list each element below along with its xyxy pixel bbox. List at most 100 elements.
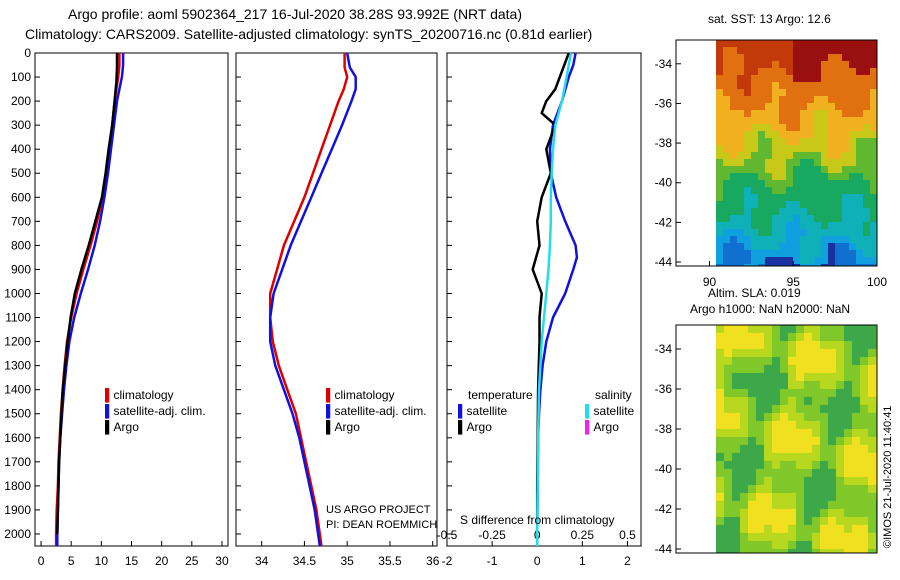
sst-map-cell xyxy=(730,89,738,97)
sst-map-cell xyxy=(793,166,801,174)
sst-map-cell xyxy=(800,208,808,216)
sst-map-cell xyxy=(863,187,871,195)
difference-frame xyxy=(446,52,642,547)
sst-map-cell xyxy=(793,54,801,62)
series-line-satellite-adj-clim- xyxy=(56,53,125,546)
sst-map-cell xyxy=(835,75,843,83)
sst-map-cell xyxy=(842,243,850,251)
sla-map-cell xyxy=(772,549,781,553)
sla-map-cell xyxy=(844,485,853,494)
sla-map-cell xyxy=(868,405,877,414)
sst-map-cell xyxy=(786,194,794,202)
x-tick-label-salinity: 0.5 xyxy=(619,528,636,542)
series-line-argo xyxy=(56,53,119,535)
sst-map-cell xyxy=(730,138,738,146)
sst-map-cell xyxy=(793,124,801,132)
sla-map-cell xyxy=(844,333,853,342)
sla-map-cell xyxy=(836,365,845,374)
sst-map-cell xyxy=(758,110,766,118)
legend-diff-temp-heading: temperature xyxy=(468,388,533,402)
sst-map-cell xyxy=(800,54,808,62)
sst-map-cell xyxy=(856,117,864,125)
sst-map-cell xyxy=(807,215,815,223)
sst-map-cell xyxy=(863,68,871,76)
sla-map-cell xyxy=(852,429,861,438)
sst-map-cell xyxy=(821,117,829,125)
sst-map-cell xyxy=(807,124,815,132)
sla-map-cell xyxy=(812,421,821,430)
sst-map-cell xyxy=(723,250,731,258)
sla-map-cell xyxy=(852,477,861,486)
sst-map-cell xyxy=(835,68,843,76)
y-tick-label: 1500 xyxy=(4,407,31,421)
y-tick-label: 800 xyxy=(11,238,31,252)
sla-map-cell xyxy=(796,397,805,406)
sla-map-cell xyxy=(820,549,829,553)
sst-map-cell xyxy=(814,68,822,76)
sla-map-cell xyxy=(764,357,773,366)
sst-map-cell xyxy=(863,117,871,125)
sst-map-cell xyxy=(800,47,808,55)
sst-map-cell xyxy=(751,222,759,230)
sla-map-cell xyxy=(764,445,773,454)
sst-map-cell xyxy=(730,194,738,202)
sst-map-cell xyxy=(723,243,731,251)
sst-map-cell xyxy=(779,40,787,48)
y-tick-label: 1100 xyxy=(5,311,31,325)
sst-map-cell xyxy=(821,173,829,181)
sla-map-y-tick-label: -38 xyxy=(655,422,673,436)
sla-map-cell xyxy=(756,325,765,334)
sla-map-cell xyxy=(860,453,869,462)
sla-map-cell xyxy=(756,421,765,430)
sst-map-cell xyxy=(807,250,815,258)
sla-map-cell xyxy=(764,421,773,430)
sst-map-cell xyxy=(786,110,794,118)
sla-map-cell xyxy=(780,509,789,518)
y-tick-label: 500 xyxy=(11,166,31,180)
sst-map-cell xyxy=(786,54,794,62)
sla-map-cell xyxy=(868,485,877,494)
sst-map-cell xyxy=(779,215,787,223)
sst-map-cell xyxy=(765,89,773,97)
sla-map-cell xyxy=(812,541,821,550)
sla-map-cell xyxy=(868,453,877,462)
sst-map-cell xyxy=(716,89,724,97)
sst-map-x-tick-label: 90 xyxy=(703,275,717,289)
sla-map-cell xyxy=(748,549,757,553)
sst-map-cell xyxy=(814,89,822,97)
sla-map-cell xyxy=(852,365,861,374)
sla-map-cell xyxy=(804,429,813,438)
sla-map-cell xyxy=(844,365,853,374)
sst-map-cell xyxy=(821,145,829,153)
sla-map-cell xyxy=(852,541,861,550)
sla-map-cell xyxy=(748,517,757,526)
sst-map-cell xyxy=(849,159,857,167)
sst-map-cell xyxy=(807,75,815,83)
sla-map-cell xyxy=(812,477,821,486)
sst-map-cell xyxy=(744,201,752,209)
sla-map-cell xyxy=(868,509,877,518)
sla-map-cell xyxy=(828,365,837,374)
sla-map-cell xyxy=(852,469,861,478)
sst-map-cell xyxy=(870,82,877,90)
sla-map-cell xyxy=(788,333,797,342)
sst-map-cell xyxy=(744,180,752,188)
sst-map-cell xyxy=(744,138,752,146)
sst-map-cell xyxy=(814,131,822,139)
sla-map-cell xyxy=(780,549,789,553)
sla-map-cell xyxy=(836,333,845,342)
sla-map-cell xyxy=(780,381,789,390)
sla-map-cell xyxy=(804,405,813,414)
sst-map-cell xyxy=(800,187,808,195)
sst-map-cell xyxy=(870,201,877,209)
sla-map-cell xyxy=(820,413,829,422)
sla-map-cell xyxy=(764,477,773,486)
sst-map-cell xyxy=(821,180,829,188)
sst-map-cell xyxy=(730,110,738,118)
sla-map-cell xyxy=(716,549,725,553)
sst-map-cell xyxy=(849,117,857,125)
sst-map-cell xyxy=(821,229,829,237)
sst-map-cell xyxy=(807,236,815,244)
sst-map-cell xyxy=(793,61,801,69)
sla-map-cell xyxy=(828,373,837,382)
